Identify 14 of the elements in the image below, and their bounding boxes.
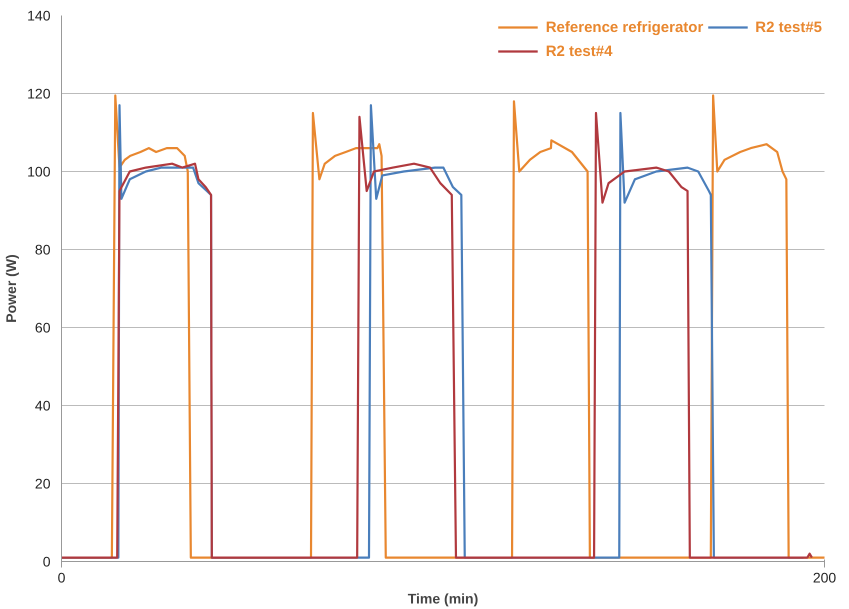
y-tick-label: 80 — [34, 242, 51, 258]
y-tick-label: 0 — [42, 554, 51, 570]
y-tick-label: 40 — [34, 398, 51, 414]
legend-label: R2 test#4 — [546, 42, 612, 60]
x-axis-title: Time (min) — [408, 590, 478, 606]
y-axis-title: Power (W) — [3, 254, 20, 323]
y-tick-label: 100 — [27, 164, 51, 180]
y-tick-label: 120 — [27, 86, 51, 102]
legend-label: R2 test#5 — [755, 18, 822, 36]
legend-label: Reference refrigerator — [546, 18, 704, 36]
x-tick-label: 200 — [812, 570, 836, 586]
y-tick-label: 20 — [34, 476, 51, 492]
y-tick-label: 60 — [34, 320, 51, 336]
y-tick-label: 140 — [27, 8, 51, 24]
